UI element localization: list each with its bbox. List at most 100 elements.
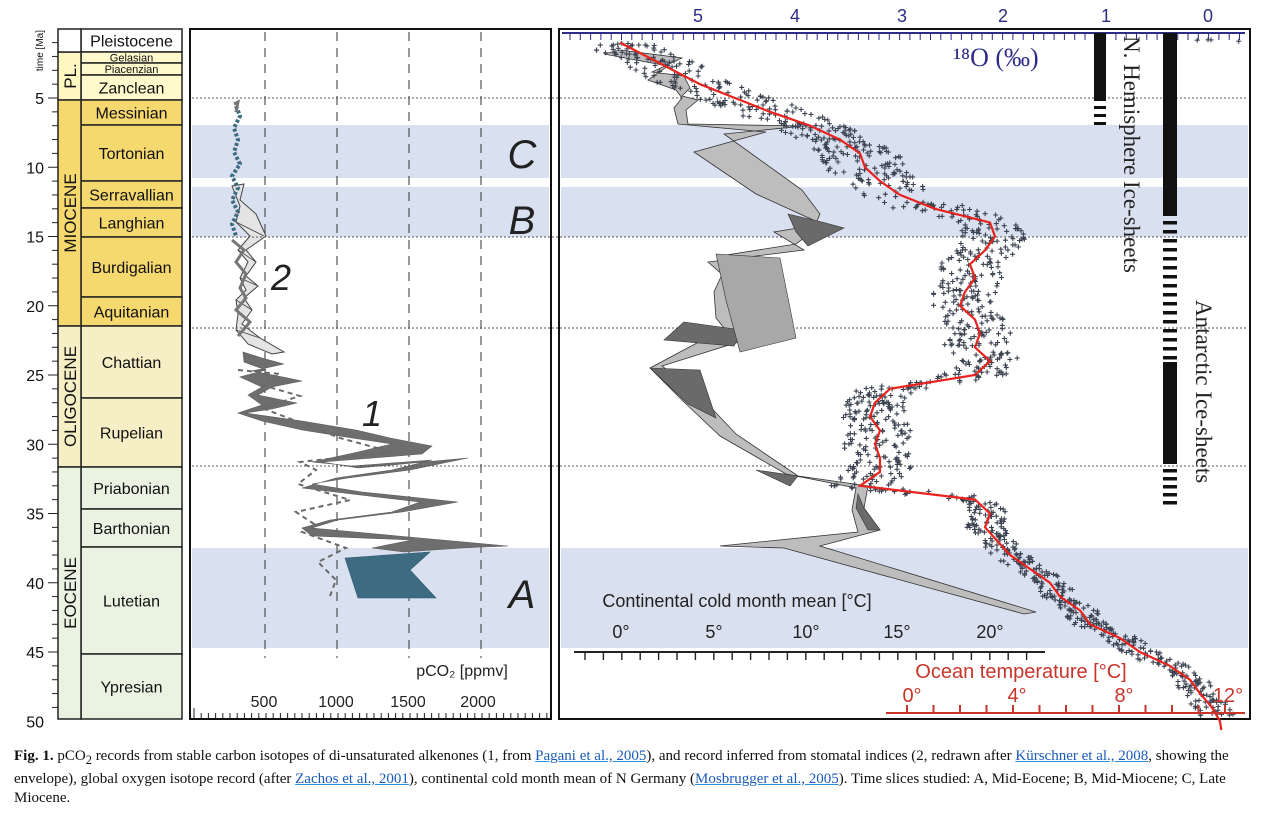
pco2-record-1-envelope [237, 351, 509, 553]
d18o-tick-labels: 5 4 3 2 1 0 [693, 6, 1213, 26]
d18o-tick-2: 2 [998, 6, 1008, 26]
time-slice-band [561, 548, 1248, 648]
cold-month-tick-labels: 0° 5° 10° 15° 20° [612, 622, 1003, 642]
ocean-temperature-tick-labels: 0° 4° 8° 12° [902, 685, 1243, 707]
caption-ref-zachos[interactable]: Zachos et al., 2001 [295, 771, 409, 787]
nh-ice-sheets-label: N. Hemisphere Ice-sheets [1119, 36, 1144, 273]
stage-label: Barthonian [93, 521, 170, 538]
stage-label: Tortonian [99, 146, 165, 163]
time-axis-label: time [Ma] [35, 30, 46, 71]
time-slice-label-c: C [508, 133, 538, 177]
stage-cell [80, 99, 183, 126]
epoch-label: OLIGOCENE [61, 346, 80, 447]
antarctic-ice-sheets-label: Antarctic Ice-sheets [1191, 300, 1216, 483]
cold-month-tick-15: 15° [883, 622, 910, 642]
d18o-tick-5: 5 [693, 6, 703, 26]
caption-text-4: , showing the envelope), global oxygen i… [14, 748, 1229, 787]
ocean-tick-12: 12° [1213, 685, 1243, 707]
pco2-record-1-label: 1 [362, 393, 382, 434]
d18o-data-crosses [593, 37, 1242, 718]
caption-text-1: pCO [53, 748, 86, 764]
stage-label: Rupelian [100, 426, 163, 443]
stage-label: Gelasian [110, 53, 153, 65]
stage-cell [80, 466, 183, 510]
pco2-tick-1500: 1500 [390, 694, 426, 711]
nh-ice-dash [1094, 114, 1106, 117]
time-tick-label: 25 [26, 368, 44, 385]
antarctic-ice-dash [1163, 347, 1177, 351]
ocean-tick-0: 0° [902, 685, 921, 707]
d18o-tick-4: 4 [790, 6, 800, 26]
epoch-cell [57, 466, 82, 720]
stage-label: Chattian [102, 355, 162, 372]
nh-ice-dash [1094, 106, 1106, 109]
epoch-label: MIOCENE [61, 173, 80, 252]
caption-ref-kurschner[interactable]: Kürschner et al., 2008 [1015, 748, 1149, 764]
cold-month-tick-marks [584, 652, 1028, 660]
antarctic-ice-dash [1163, 302, 1177, 306]
d18o-data-points [593, 37, 1242, 718]
time-slice-band [561, 125, 1248, 178]
antarctic-ice-dash [1163, 320, 1177, 324]
d18o-tick-0: 0 [1203, 6, 1213, 26]
cold-month-axis-label: Continental cold month mean [°C] [602, 591, 871, 611]
time-tick-label: 10 [26, 160, 44, 177]
pco2-tick-1000: 1000 [318, 694, 354, 711]
stage-cell [80, 180, 183, 209]
stage-label: Langhian [99, 216, 165, 233]
antarctic-ice-dash [1163, 485, 1177, 489]
stage-label: Messinian [95, 106, 167, 123]
caption-text-2: records from stable carbon isotopes of d… [91, 748, 536, 764]
antarctic-ice-dash [1163, 477, 1177, 481]
pco2-record-2-internal-lines [235, 221, 265, 339]
pco2-record-1-dashed [237, 369, 393, 597]
ocean-temperature-tick-marks [906, 705, 1226, 713]
epoch-label: EOCENE [61, 557, 80, 629]
time-tick-label: 40 [26, 576, 44, 593]
stage-cell [80, 508, 183, 548]
figure-caption: Fig. 1. pCO2 records from stable carbon … [14, 747, 1264, 808]
stage-label: Serravallian [89, 188, 173, 205]
stage-label: Piacenzian [105, 64, 159, 76]
time-slice-bands-right [561, 125, 1248, 648]
cold-month-tick-5: 5° [705, 622, 722, 642]
cold-month-mean-darker-fills [649, 213, 881, 531]
antarctic-ice-sheet-bar-lower [1163, 362, 1177, 464]
epoch-cell-blank [57, 28, 82, 53]
ocean-tick-8: 8° [1114, 685, 1133, 707]
pco2-tick-labels: 500 1000 1500 2000 [251, 694, 496, 711]
cold-month-mean-lighter-fill [715, 253, 797, 353]
pco2-miocene-grey-trace [231, 99, 253, 337]
caption-text-5: ), continental cold month mean of N Germ… [408, 771, 696, 787]
stage-cell [80, 236, 183, 298]
stage-cell [80, 124, 183, 182]
stage-label: Burdigalian [91, 260, 171, 277]
cold-month-tick-0: 0° [612, 622, 629, 642]
d18o-smoothed-curve [619, 41, 1223, 730]
caption-subscript: 2 [85, 753, 92, 767]
time-tick-label: 20 [26, 299, 44, 316]
stage-label: Aquitanian [94, 305, 170, 322]
stage-cell [80, 653, 183, 720]
stage-label: Lutetian [103, 594, 160, 611]
stage-label: Ypresian [101, 680, 163, 697]
d18o-axis-label: ¹⁸O (‰) [953, 43, 1038, 72]
nh-ice-sheet-bar [1094, 33, 1106, 101]
time-tick-label: 5 [35, 91, 44, 108]
ocean-tick-4: 4° [1007, 685, 1026, 707]
time-axis-ticks: 5 10 15 20 25 30 35 40 45 50 [26, 42, 58, 730]
caption-ref-pagani[interactable]: Pagani et al., 2005 [535, 748, 647, 764]
caption-text-6: ). Time slices studied: A, Mid-Eocene; B… [14, 771, 1226, 806]
nh-ice-sheet-dashes [1094, 106, 1106, 125]
stage-label: Pleistocene [90, 34, 173, 51]
stage-cell [80, 325, 183, 399]
caption-ref-mosbrugger[interactable]: Mosbrugger et al., 2005 [695, 771, 839, 787]
pco2-time-slice-cb-trace [229, 105, 243, 237]
time-slice-band [192, 125, 549, 178]
time-slice-label-a: A [507, 573, 536, 617]
time-tick-label: 45 [26, 645, 44, 662]
antarctic-ice-sheet-bar-upper [1163, 33, 1177, 216]
antarctic-ice-dash [1163, 329, 1177, 333]
